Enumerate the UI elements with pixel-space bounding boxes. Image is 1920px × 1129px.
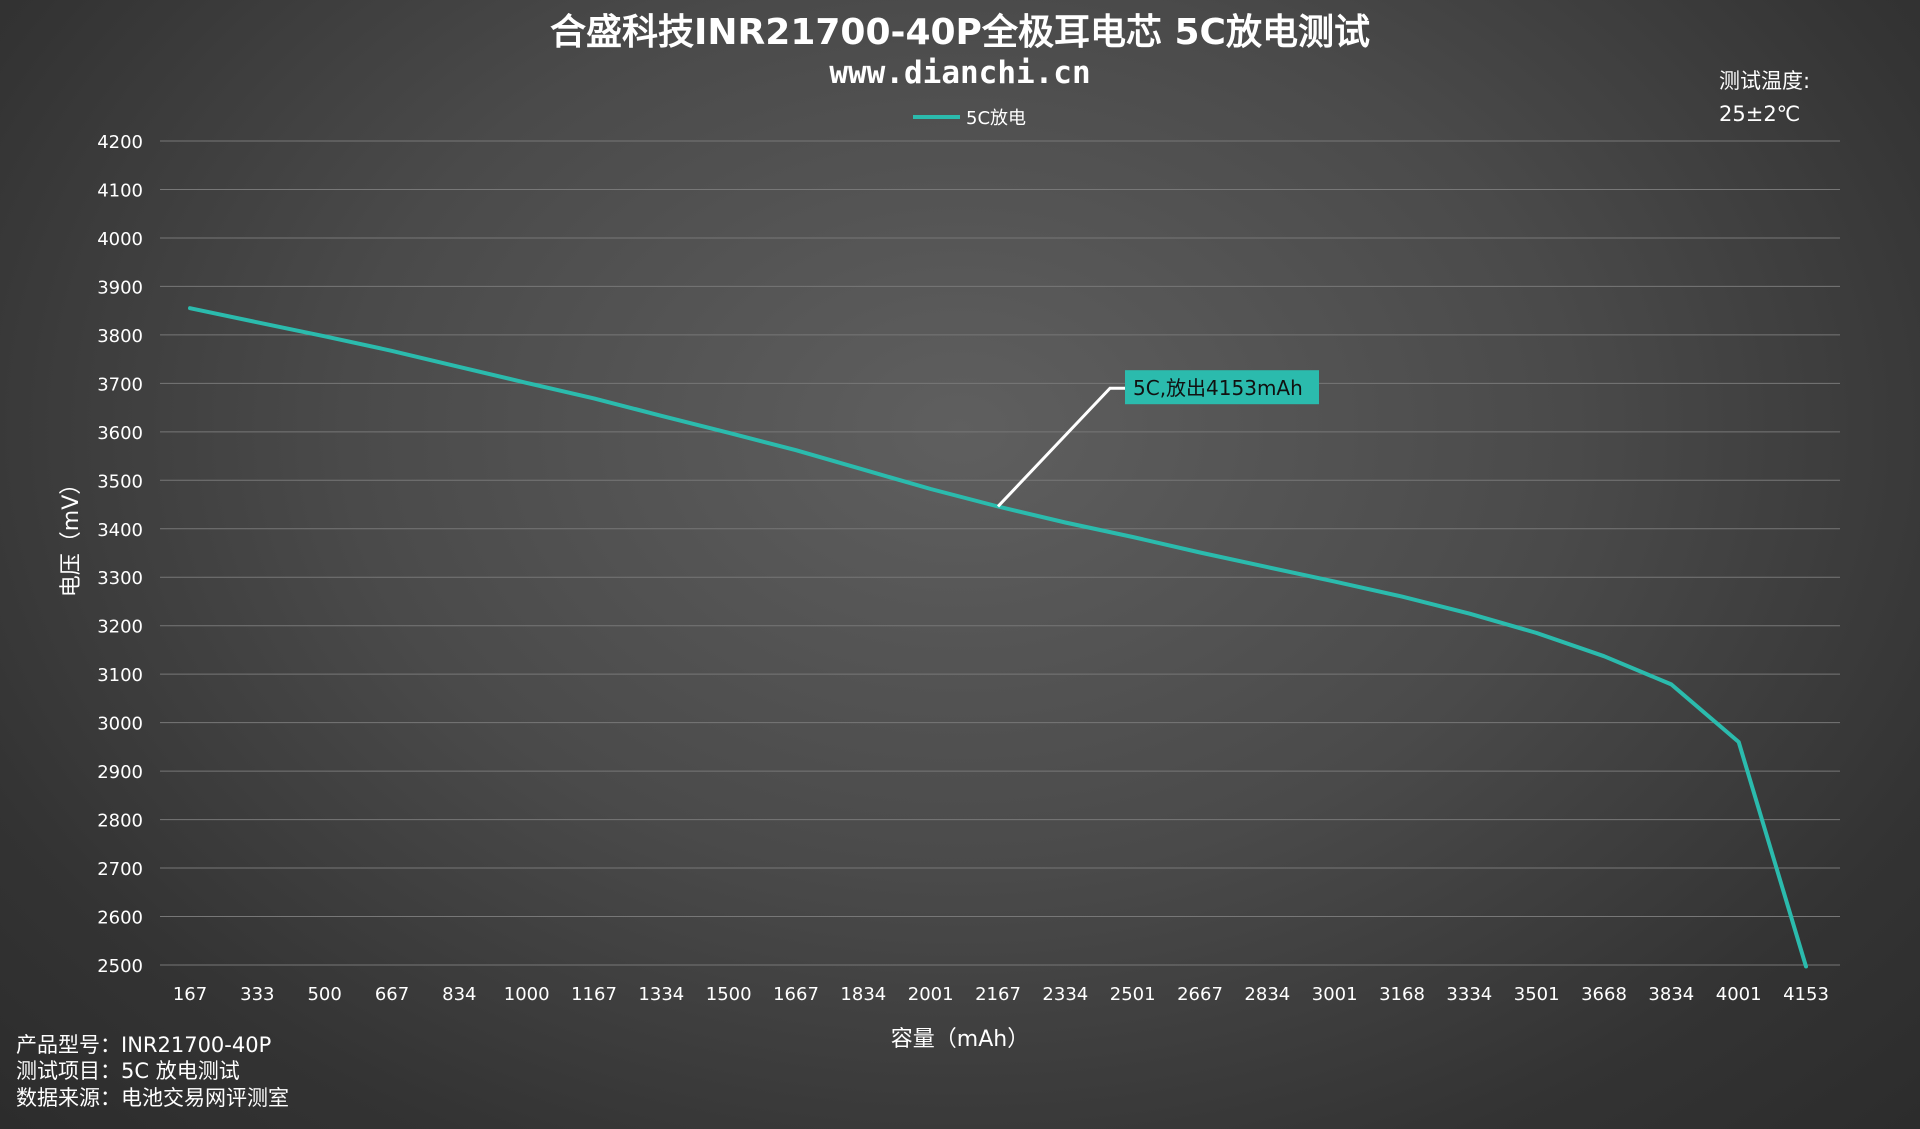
annotation-box <box>1125 370 1319 405</box>
x-tick-label: 4153 <box>1783 984 1829 1005</box>
x-tick-label: 667 <box>375 984 409 1005</box>
test-item-note: 测试项目：5C 放电测试 <box>16 1059 240 1083</box>
x-tick-label: 3668 <box>1581 984 1627 1005</box>
x-tick-label: 1834 <box>840 984 886 1005</box>
x-tick-label: 2834 <box>1244 984 1290 1005</box>
y-tick-label: 3500 <box>97 471 143 492</box>
y-tick-label: 4200 <box>97 132 143 153</box>
x-tick-label: 3001 <box>1312 984 1358 1005</box>
annotation-label: 5C,放出4153mAh <box>1133 376 1303 400</box>
product-note: 产品型号：INR21700-40P <box>16 1033 271 1057</box>
y-tick-label: 3000 <box>97 714 143 735</box>
y-tick-label: 4000 <box>97 229 143 250</box>
y-tick-label: 3900 <box>97 277 143 298</box>
temperature-value: 25±2℃ <box>1719 102 1800 126</box>
y-tick-label: 3200 <box>97 617 143 638</box>
x-tick-label: 1667 <box>773 984 819 1005</box>
legend-label: 5C放电 <box>966 108 1026 129</box>
x-tick-label: 2667 <box>1177 984 1223 1005</box>
x-tick-label: 1167 <box>571 984 617 1005</box>
annotation-leader-line <box>996 386 1126 508</box>
y-tick-label: 2800 <box>97 811 143 832</box>
x-tick-label: 1334 <box>638 984 684 1005</box>
x-tick-label: 2334 <box>1042 984 1088 1005</box>
y-tick-label: 3400 <box>97 520 143 541</box>
series-layer <box>188 306 1808 969</box>
y-tick-label: 2600 <box>97 908 143 929</box>
x-tick-label: 2501 <box>1110 984 1156 1005</box>
y-tick-label: 4100 <box>97 180 143 201</box>
y-tick-label: 2700 <box>97 859 143 880</box>
temperature-label: 测试温度: <box>1719 69 1810 93</box>
footer-notes: 产品型号：INR21700-40P 测试项目：5C 放电测试 数据来源：电池交易… <box>16 1033 289 1110</box>
annotation: 5C,放出4153mAh <box>996 370 1319 508</box>
series-line-0 <box>188 306 1808 969</box>
x-tick-label: 3168 <box>1379 984 1425 1005</box>
x-tick-label: 167 <box>173 984 207 1005</box>
y-axis-ticks: 2500 2600 2700 2800 2900 3000 3100 3200 3300 3400… <box>97 132 143 977</box>
y-tick-label: 2500 <box>97 956 143 977</box>
x-tick-label: 500 <box>307 984 341 1005</box>
y-tick-label: 3300 <box>97 568 143 589</box>
x-tick-label: 2167 <box>975 984 1021 1005</box>
y-tick-label: 3800 <box>97 326 143 347</box>
x-tick-label: 1000 <box>504 984 550 1005</box>
x-tick-label: 1500 <box>706 984 752 1005</box>
y-tick-label: 2900 <box>97 762 143 783</box>
source-note: 数据来源：电池交易网评测室 <box>16 1086 289 1110</box>
temperature-note: 测试温度: 25±2℃ <box>1719 69 1810 126</box>
x-tick-label: 3501 <box>1514 984 1560 1005</box>
y-tick-label: 3700 <box>97 374 143 395</box>
y-axis-label: 电压（mV） <box>59 473 84 597</box>
x-tick-label: 3334 <box>1446 984 1492 1005</box>
y-tick-label: 3600 <box>97 423 143 444</box>
x-tick-label: 834 <box>442 984 476 1005</box>
x-tick-label: 4001 <box>1716 984 1762 1005</box>
x-axis-ticks: 167 333 500 667 834 1000 1167 1334 1500 1667 1834 2… <box>173 984 1829 1005</box>
x-tick-label: 2001 <box>908 984 954 1005</box>
x-axis-label: 容量（mAh） <box>891 1027 1029 1052</box>
grid <box>160 140 1840 966</box>
y-tick-label: 3100 <box>97 665 143 686</box>
x-tick-label: 3834 <box>1648 984 1694 1005</box>
x-tick-label: 333 <box>240 984 274 1005</box>
chart-title: 合盛科技INR21700-40P全极耳电芯 5C放电测试 <box>550 11 1370 53</box>
chart-subtitle: www.dianchi.cn <box>829 55 1090 91</box>
legend: 5C放电 <box>913 108 1026 129</box>
